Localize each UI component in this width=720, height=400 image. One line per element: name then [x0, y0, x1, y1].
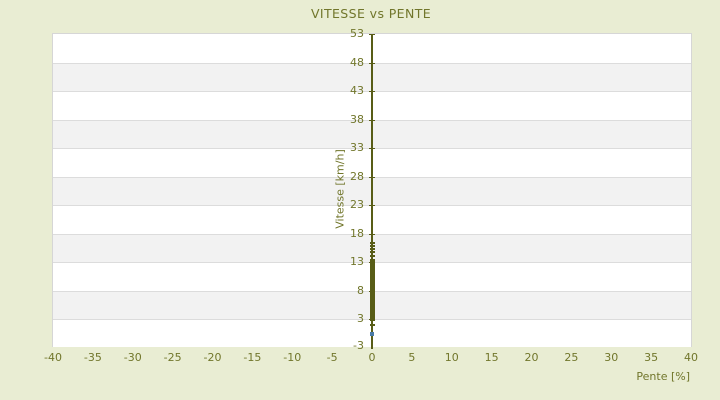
- y-axis-title: Vitesse [km/h]: [333, 149, 347, 229]
- x-tick-label: 40: [684, 351, 698, 364]
- y-axis-min-label: -3: [353, 339, 364, 352]
- axis-tick: [369, 91, 375, 92]
- y-tick-label: 3: [357, 312, 364, 325]
- x-tick-label: -25: [163, 351, 182, 364]
- axis-tick: [369, 148, 375, 149]
- y-tick-label: 23: [350, 198, 364, 211]
- axis-tick: [369, 62, 375, 64]
- x-tick-label: 20: [524, 351, 539, 364]
- x-tick-label: 0: [368, 351, 376, 364]
- x-tick-label: 35: [644, 351, 659, 364]
- y-tick-label: 43: [350, 84, 364, 97]
- y-tick-label: 53: [350, 27, 364, 40]
- axis-tick: [369, 233, 375, 235]
- axis-tick: [369, 34, 375, 35]
- x-tick-label: -15: [243, 351, 262, 364]
- axis-tick: [369, 205, 375, 206]
- x-tick-label: 5: [408, 351, 416, 364]
- data-point: [369, 323, 375, 326]
- data-point: [369, 245, 375, 248]
- x-tick-label: 10: [444, 351, 459, 364]
- y-tick-label: 33: [350, 141, 364, 154]
- y-tick-label: 13: [350, 255, 364, 268]
- axis-tick: [369, 119, 375, 121]
- y-axis-line: [371, 34, 373, 349]
- axis-tick: [369, 176, 375, 178]
- x-axis-title: Pente [%]: [636, 370, 690, 383]
- data-point: [369, 251, 375, 254]
- x-tick-label: -40: [44, 351, 62, 364]
- x-tick-label: 25: [564, 351, 579, 364]
- outlier-point: [370, 331, 374, 336]
- data-point: [369, 242, 375, 245]
- x-tick-label: -35: [83, 351, 102, 364]
- data-cluster-dense: [369, 258, 375, 322]
- y-tick-label: 28: [350, 169, 364, 183]
- plot-area: 53 48 43 38 33 28 23 18 13 8 3 -3 -40 -35 -30 -25 -20 -15…: [44, 27, 698, 364]
- y-tick-label: 18: [350, 226, 364, 240]
- x-tick-label: 30: [604, 351, 619, 364]
- x-tick-label: -10: [283, 351, 302, 364]
- data-point: [369, 247, 375, 250]
- chart-title: VITESSE vs PENTE: [310, 6, 432, 21]
- x-tick-label: -20: [203, 351, 222, 364]
- data-point: [369, 254, 375, 257]
- y-tick-label: 48: [350, 55, 364, 69]
- y-tick-label: 38: [350, 112, 364, 126]
- y-tick-label: 8: [357, 283, 364, 297]
- x-tick-label: -5: [326, 351, 338, 364]
- x-tick-label: -30: [123, 351, 142, 364]
- x-tick-label: 15: [484, 351, 499, 364]
